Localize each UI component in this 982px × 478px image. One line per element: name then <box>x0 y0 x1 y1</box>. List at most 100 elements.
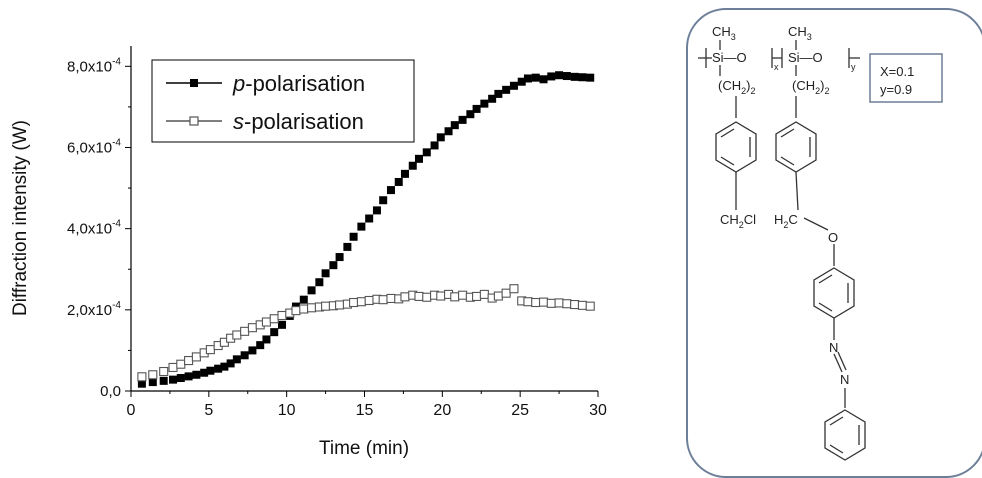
data-point-p <box>206 366 215 375</box>
ch2-label-right: (CH2)2 <box>792 78 829 96</box>
data-point-p <box>226 359 235 368</box>
ch3-left-text: CH <box>712 24 731 39</box>
ch2-right-sub: 2 <box>815 86 820 96</box>
data-point-s <box>523 297 533 307</box>
data-point-p <box>450 121 459 130</box>
data-point-s <box>400 292 410 302</box>
x-axis-label: Time (min) <box>319 438 409 459</box>
data-point-s <box>356 297 366 307</box>
data-point-s <box>184 356 194 366</box>
data-point-p <box>570 72 579 81</box>
data-point-s <box>159 366 169 377</box>
data-point-s <box>335 300 345 310</box>
data-point-p <box>240 351 249 360</box>
data-point-s <box>364 295 374 306</box>
data-point-s <box>232 330 242 340</box>
data-point-p <box>436 133 445 142</box>
ratio-y-label: y=0.9 <box>880 82 912 97</box>
legend: p-polarisation s-polarisation <box>151 59 415 143</box>
data-point-p <box>414 154 423 163</box>
data-point-s <box>450 292 460 302</box>
data-point-s <box>436 291 446 301</box>
h2c-text: H <box>774 212 783 227</box>
data-point-p <box>329 261 338 270</box>
data-point-s <box>479 289 489 299</box>
data-point-s <box>240 326 250 336</box>
data-point-p <box>176 374 185 383</box>
ch3-right-text: CH <box>788 24 807 39</box>
ring-bottom-double-2 <box>829 416 844 426</box>
data-point-p <box>365 214 374 223</box>
data-point-s <box>538 297 549 307</box>
data-point-p <box>335 253 344 262</box>
legend-label-p-italic: p <box>232 71 245 96</box>
data-point-p <box>159 376 168 385</box>
ring-middle-double-2 <box>818 274 833 284</box>
subscript-x: x <box>774 62 779 72</box>
benzene-ring-bottom <box>824 409 866 461</box>
data-point-s <box>277 310 287 321</box>
y-axis-ticks: 0,0 2,0x10-4 4,0x10-4 6,0x10-4 8,0x10-4 <box>67 56 131 400</box>
data-point-p <box>307 286 316 295</box>
data-point-p <box>394 177 403 186</box>
ring-right-double-2 <box>780 128 795 138</box>
si-o-label-right: Si—O <box>788 50 823 65</box>
data-point-s <box>291 306 301 316</box>
y-tick-label: 0,0 <box>100 383 121 400</box>
data-point-p <box>555 71 564 80</box>
data-point-p <box>262 335 271 344</box>
x-tick-label: 25 <box>511 402 529 419</box>
data-point-p <box>466 110 475 119</box>
legend-label-s: s-polarisation <box>233 109 364 134</box>
data-point-p <box>539 75 548 84</box>
nitrogen-label-2: N <box>840 372 849 387</box>
data-point-p <box>214 364 223 373</box>
data-point-s <box>176 359 186 369</box>
data-point-p <box>137 379 146 388</box>
data-point-s <box>458 290 468 300</box>
ring-left-double-2 <box>720 128 735 138</box>
data-point-p <box>357 222 366 231</box>
ch3-right-sub: 3 <box>807 32 812 42</box>
diffraction-chart: 0 5 10 15 20 25 30 0,0 2,0x10-4 4,0x10-4 6,0x10-4… <box>10 46 607 459</box>
ring-left-double-3 <box>720 156 735 166</box>
data-point-p <box>562 72 571 81</box>
nitrogen-label-1: N <box>829 340 838 355</box>
azo-double-bond-2 <box>837 351 847 371</box>
y-tick-label: 2,0x10-4 <box>67 300 121 319</box>
data-point-s <box>570 299 580 310</box>
legend-marker-s <box>189 116 199 126</box>
data-point-p <box>480 99 489 108</box>
oxygen-label: O <box>828 230 838 245</box>
data-point-s <box>386 293 396 304</box>
data-point-p <box>586 73 595 82</box>
legend-label-p: p-polarisation <box>232 71 365 96</box>
data-point-s <box>261 317 271 327</box>
data-point-p <box>472 104 481 113</box>
data-point-s <box>205 345 215 355</box>
x-tick-label: 0 <box>127 402 136 419</box>
legend-label-s-italic: s <box>233 109 244 134</box>
ring-right-double-3 <box>780 156 795 166</box>
data-point-p <box>315 278 324 287</box>
ch2cl-tail: Cl <box>744 212 756 227</box>
data-point-s <box>414 291 424 301</box>
data-point-s <box>349 297 359 308</box>
data-point-p <box>232 355 241 364</box>
series-s-polarisation <box>137 284 595 382</box>
data-point-p <box>386 186 395 195</box>
si-o-label-left: Si—O <box>712 50 747 65</box>
data-point-p <box>321 269 330 278</box>
ch2-right-tail: 2 <box>824 86 829 96</box>
y-tick-label: 8,0x10-4 <box>67 56 121 75</box>
data-point-s <box>247 323 257 333</box>
data-point-s <box>378 295 388 305</box>
data-point-s <box>321 301 331 311</box>
data-point-s <box>269 314 279 324</box>
h2c-sub: 2 <box>783 220 788 230</box>
data-point-s <box>531 297 541 308</box>
x-tick-label: 10 <box>278 402 296 419</box>
data-point-p <box>220 362 229 371</box>
y-tick-label: 6,0x10-4 <box>67 137 121 156</box>
ch2-left-close: ) <box>746 78 750 93</box>
